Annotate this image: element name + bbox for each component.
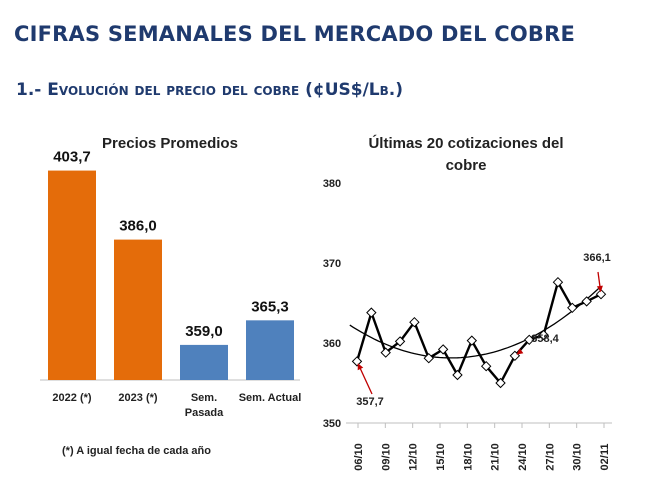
- annotation-label: 366,1: [583, 252, 611, 264]
- data-point-marker: [452, 369, 463, 381]
- x-tick-label: 30/10: [572, 443, 584, 471]
- x-tick-label: 18/10: [462, 443, 474, 471]
- bar-category-label: 2023 (*): [118, 392, 157, 404]
- x-tick-label: 12/10: [408, 443, 420, 471]
- data-point-marker: [581, 296, 592, 307]
- footnote: (*) A igual fecha de cada año: [62, 445, 211, 457]
- bar: [180, 344, 228, 380]
- data-point-marker: [495, 377, 506, 389]
- data-point-marker: [394, 336, 406, 347]
- x-tick-label: 15/10: [435, 443, 447, 471]
- page-title: CIFRAS SEMANALES DEL MERCADO DEL COBRE: [14, 22, 576, 46]
- bar-value-label: 386,0: [119, 218, 157, 235]
- x-tick-label: 27/10: [544, 443, 556, 471]
- bar-chart-title: Precios Promedios: [102, 135, 238, 152]
- x-tick-label: 21/10: [490, 443, 502, 471]
- bar-category-label: Sem. Actual: [239, 392, 302, 404]
- y-tick-label: 350: [323, 418, 341, 430]
- data-point-marker: [524, 334, 535, 346]
- data-point-marker: [380, 347, 391, 358]
- data-point-marker: [595, 288, 607, 300]
- annotation-arrowhead: [596, 285, 603, 293]
- x-tick-label: 06/10: [353, 443, 365, 471]
- data-point-marker: [409, 316, 420, 328]
- bar-category-label: Pasada: [185, 407, 224, 419]
- section-subtitle: 1.- Evolución del precio del cobre (¢US$…: [16, 80, 404, 100]
- bar: [48, 170, 96, 380]
- bar-value-label: 365,3: [251, 298, 289, 315]
- data-point-marker: [366, 307, 377, 318]
- data-point-marker: [480, 360, 492, 372]
- data-point-marker: [437, 344, 449, 355]
- bar-value-label: 359,0: [185, 323, 223, 340]
- bar-value-labels: 403,7 386,0 359,0 365,3: [53, 149, 289, 340]
- line-chart-title-line-1: Últimas 20 cotizaciones del: [368, 134, 563, 152]
- line-chart-y-axis: 350 360 370 380: [323, 178, 341, 430]
- annotation-arrowhead: [357, 363, 364, 371]
- y-tick-label: 360: [323, 338, 341, 350]
- bar-group: [48, 170, 294, 380]
- annotation-arrowhead: [516, 348, 524, 355]
- bar: [114, 239, 162, 380]
- line-chart-annotations: 357,7 358,4 366,1: [356, 252, 611, 408]
- data-point-marker: [538, 329, 549, 341]
- line-chart-title-line-2: cobre: [446, 157, 487, 174]
- data-point-marker: [552, 276, 564, 288]
- x-tick-label: 02/11: [599, 444, 611, 471]
- line-chart-x-axis: 06/10 09/10 12/10 15/10 18/10 21/10 24/10 27/10…: [346, 422, 612, 471]
- annotation-label: 357,7: [356, 396, 384, 408]
- x-tick-label: 24/10: [517, 443, 529, 471]
- price-series-line: [355, 281, 602, 385]
- bar-category-label: Sem.: [191, 392, 217, 404]
- line-chart-series: [351, 276, 607, 389]
- annotation-arrow: [357, 363, 373, 395]
- bar-category-labels: 2022 (*) 2023 (*) Sem. Pasada Sem. Actual: [52, 392, 301, 419]
- data-point-marker: [567, 302, 578, 314]
- data-point-marker: [466, 335, 478, 346]
- data-point-marker: [423, 352, 434, 364]
- bar: [246, 320, 294, 380]
- annotation-label: 358,4: [531, 333, 559, 345]
- data-point-marker: [351, 356, 363, 367]
- y-tick-label: 380: [323, 178, 341, 190]
- bar-category-label: 2022 (*): [52, 392, 91, 404]
- y-tick-label: 370: [323, 258, 341, 270]
- x-tick-label: 09/10: [380, 443, 392, 471]
- bar-value-label: 403,7: [53, 149, 91, 166]
